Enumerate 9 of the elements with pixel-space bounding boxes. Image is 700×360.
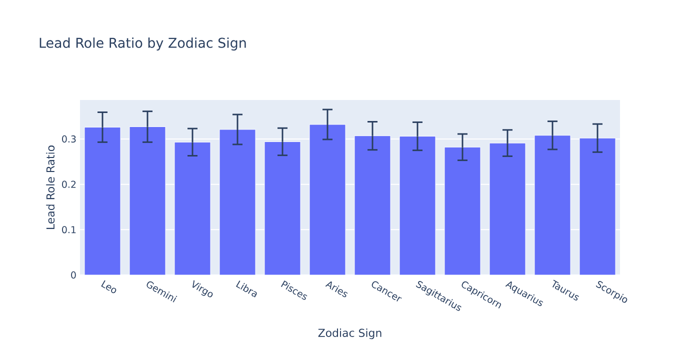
chart-title: Lead Role Ratio by Zodiac Sign: [40, 37, 246, 51]
y-axis-title: Lead Role Ratio: [46, 146, 55, 229]
x-tick-label: Aries: [325, 281, 348, 298]
y-tick-label: 0.2: [62, 180, 76, 188]
x-tick-label: Leo: [101, 280, 116, 294]
y-tick-label: 0.1: [62, 226, 76, 234]
y-tick-label: 0: [71, 271, 76, 279]
x-axis-title: Zodiac Sign: [318, 328, 382, 340]
y-tick-label: 0.3: [62, 135, 76, 143]
